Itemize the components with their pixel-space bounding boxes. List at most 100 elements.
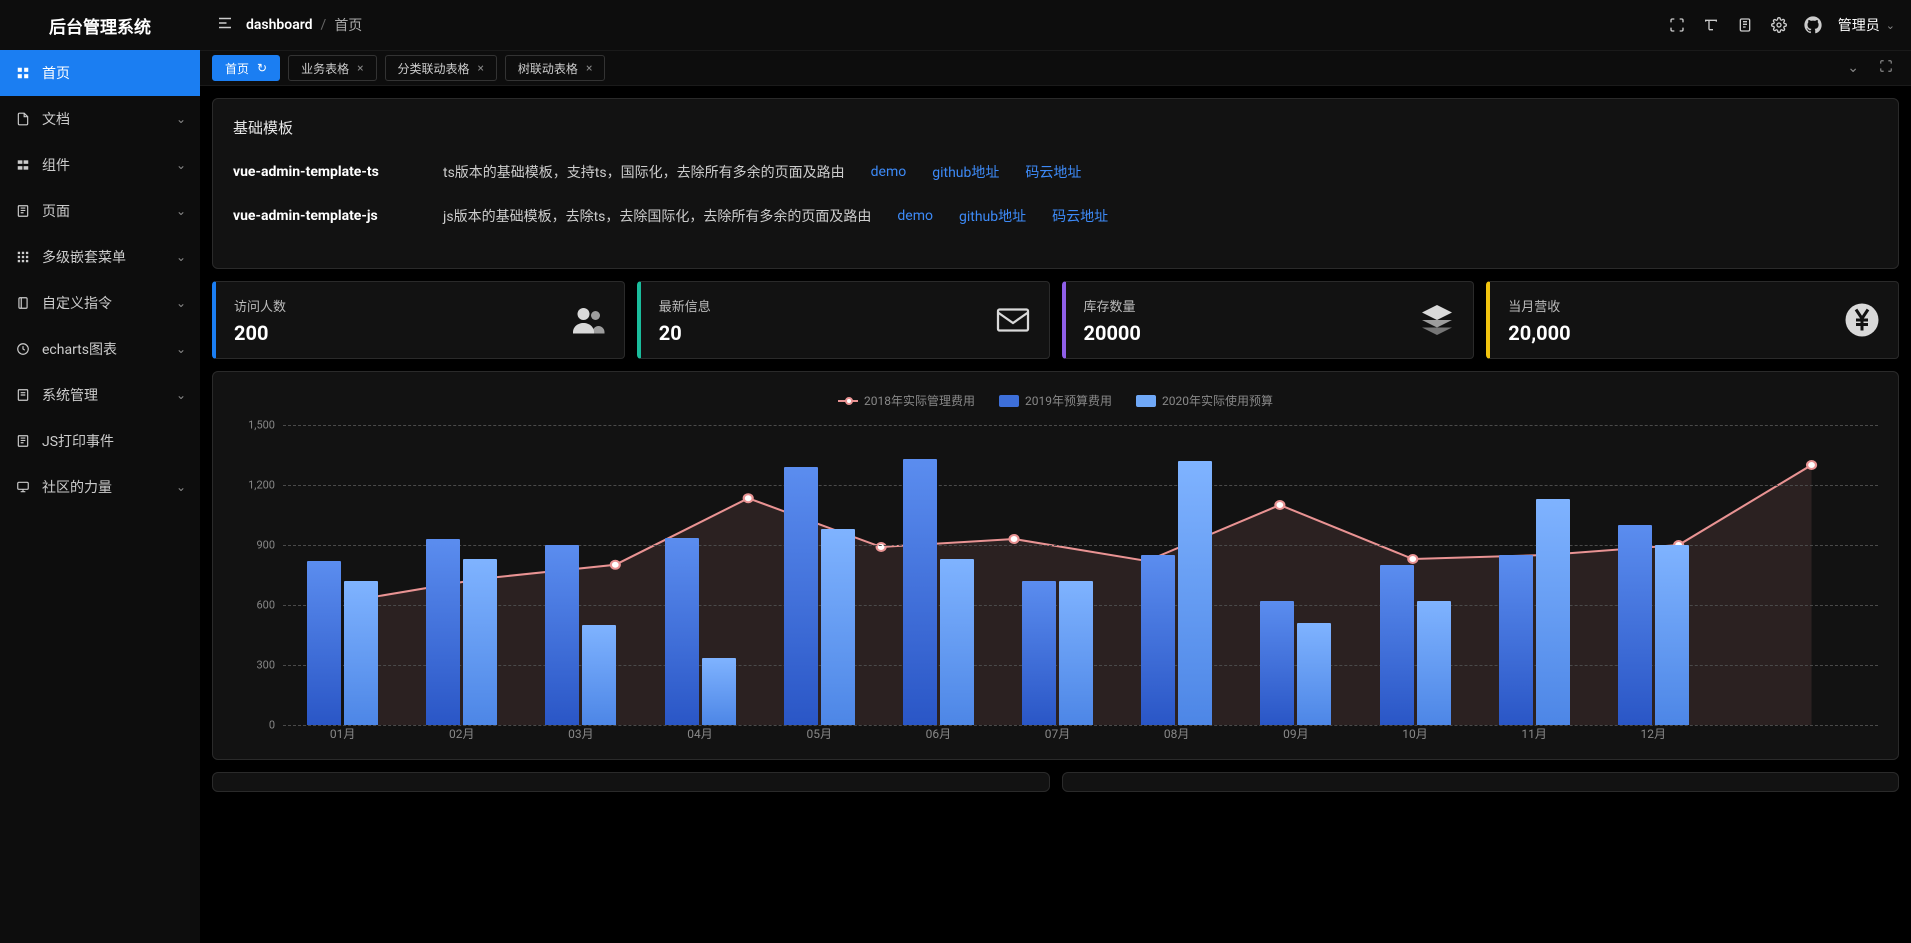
bar[interactable] bbox=[784, 467, 818, 725]
grid-line bbox=[283, 485, 1878, 486]
y-tick: 1,500 bbox=[248, 419, 275, 432]
sidebar-item-7[interactable]: 系统管理⌄ bbox=[0, 372, 200, 418]
template-link[interactable]: github地址 bbox=[932, 162, 999, 182]
legend-item[interactable]: 2020年实际使用预算 bbox=[1136, 392, 1273, 409]
bar[interactable] bbox=[1297, 623, 1331, 725]
legend-marker-line bbox=[838, 400, 858, 402]
tab-2[interactable]: 分类联动表格× bbox=[385, 55, 497, 81]
bottom-panels bbox=[212, 772, 1899, 792]
stat-value: 200 bbox=[234, 321, 286, 345]
grid-line bbox=[283, 725, 1878, 726]
tabs-dropdown-icon[interactable]: ⌄ bbox=[1841, 60, 1865, 76]
chart-point[interactable] bbox=[1010, 535, 1019, 543]
template-link[interactable]: 码云地址 bbox=[1052, 206, 1108, 226]
chart-point[interactable] bbox=[744, 494, 753, 502]
sidebar-item-2[interactable]: 组件⌄ bbox=[0, 142, 200, 188]
sidebar-item-8[interactable]: JS打印事件 bbox=[0, 418, 200, 464]
sidebar-item-5[interactable]: 自定义指令⌄ bbox=[0, 280, 200, 326]
bar[interactable] bbox=[344, 581, 378, 725]
template-link[interactable]: 码云地址 bbox=[1025, 162, 1081, 182]
content: 基础模板 vue-admin-template-tsts版本的基础模板，支持ts… bbox=[200, 86, 1911, 943]
y-tick: 0 bbox=[269, 719, 275, 732]
bar[interactable] bbox=[821, 529, 855, 725]
stat-label: 访问人数 bbox=[234, 296, 286, 315]
bar[interactable] bbox=[1536, 499, 1570, 725]
y-tick: 600 bbox=[256, 599, 275, 612]
bar[interactable] bbox=[1655, 545, 1689, 725]
template-link[interactable]: demo bbox=[897, 208, 933, 224]
bar[interactable] bbox=[1141, 555, 1175, 725]
bar[interactable] bbox=[545, 545, 579, 725]
bar-group bbox=[1618, 525, 1689, 725]
sidebar-item-6[interactable]: echarts图表⌄ bbox=[0, 326, 200, 372]
legend-item[interactable]: 2019年预算费用 bbox=[999, 392, 1112, 409]
bar[interactable] bbox=[702, 658, 736, 725]
stat-card-2[interactable]: 库存数量20000 bbox=[1062, 281, 1475, 359]
close-icon[interactable]: × bbox=[586, 61, 592, 75]
chart-point[interactable] bbox=[1275, 501, 1284, 509]
yen-icon bbox=[1844, 302, 1880, 338]
template-link[interactable]: github地址 bbox=[959, 206, 1026, 226]
chart-point[interactable] bbox=[1408, 555, 1417, 563]
sidebar-item-9[interactable]: 社区的力量⌄ bbox=[0, 464, 200, 510]
sidebar-item-label: 组件 bbox=[42, 155, 70, 175]
bar-group bbox=[665, 538, 736, 725]
refresh-icon[interactable]: ↻ bbox=[257, 61, 267, 75]
menu-toggle-icon[interactable] bbox=[216, 14, 234, 36]
sidebar-item-4[interactable]: 多级嵌套菜单⌄ bbox=[0, 234, 200, 280]
bar[interactable] bbox=[903, 459, 937, 725]
breadcrumb-separator: / bbox=[321, 17, 327, 33]
bar[interactable] bbox=[1178, 461, 1212, 725]
tab-0[interactable]: 首页↻ bbox=[212, 55, 280, 81]
template-link[interactable]: demo bbox=[871, 164, 907, 180]
bar-group bbox=[903, 459, 974, 725]
bar[interactable] bbox=[1618, 525, 1652, 725]
bar[interactable] bbox=[1022, 581, 1056, 725]
breadcrumb: dashboard / 首页 bbox=[246, 15, 362, 35]
bar[interactable] bbox=[582, 625, 616, 725]
sidebar-item-1[interactable]: 文档⌄ bbox=[0, 96, 200, 142]
bar-group bbox=[1260, 601, 1331, 725]
bar[interactable] bbox=[1260, 601, 1294, 725]
sidebar-item-3[interactable]: 页面⌄ bbox=[0, 188, 200, 234]
breadcrumb-current: 首页 bbox=[334, 15, 362, 35]
stat-card-1[interactable]: 最新信息20 bbox=[637, 281, 1050, 359]
chart-point[interactable] bbox=[1807, 461, 1816, 469]
tab-3[interactable]: 树联动表格× bbox=[505, 55, 605, 81]
sidebar-item-0[interactable]: 首页 bbox=[0, 50, 200, 96]
close-icon[interactable]: × bbox=[357, 61, 363, 75]
stat-card-0[interactable]: 访问人数 200 bbox=[212, 281, 625, 359]
docs-icon[interactable] bbox=[1736, 16, 1754, 34]
app-logo: 后台管理系统 bbox=[0, 0, 200, 50]
template-row: vue-admin-template-jsjs版本的基础模板，去除ts，去除国际… bbox=[233, 206, 1878, 226]
legend-item[interactable]: 2018年实际管理费用 bbox=[838, 392, 975, 409]
bar[interactable] bbox=[1499, 555, 1533, 725]
chevron-down-icon: ⌄ bbox=[1886, 19, 1895, 32]
bar[interactable] bbox=[426, 539, 460, 725]
chevron-down-icon: ⌄ bbox=[176, 480, 186, 494]
bar-group bbox=[1022, 581, 1093, 725]
bar[interactable] bbox=[1059, 581, 1093, 725]
breadcrumb-root[interactable]: dashboard bbox=[246, 17, 313, 33]
sidebar-item-icon bbox=[16, 296, 32, 310]
users-icon bbox=[570, 302, 606, 338]
fullscreen-icon[interactable] bbox=[1668, 16, 1686, 34]
tab-1[interactable]: 业务表格× bbox=[288, 55, 376, 81]
tabs-fullscreen-icon[interactable] bbox=[1873, 59, 1899, 77]
github-icon[interactable] bbox=[1804, 16, 1822, 34]
bar[interactable] bbox=[1380, 565, 1414, 725]
bar[interactable] bbox=[463, 559, 497, 725]
close-icon[interactable]: × bbox=[478, 61, 484, 75]
stat-card-3[interactable]: 当月营收20,000 bbox=[1486, 281, 1899, 359]
chart-card: 2018年实际管理费用2019年预算费用2020年实际使用预算 03006009… bbox=[212, 371, 1899, 760]
bar[interactable] bbox=[1417, 601, 1451, 725]
settings-icon[interactable] bbox=[1770, 16, 1788, 34]
bar[interactable] bbox=[665, 538, 699, 725]
chevron-down-icon: ⌄ bbox=[176, 112, 186, 126]
bar[interactable] bbox=[307, 561, 341, 725]
x-tick: 01月 bbox=[283, 725, 402, 749]
font-size-icon[interactable] bbox=[1702, 16, 1720, 34]
user-menu[interactable]: 管理员 ⌄ bbox=[1838, 15, 1895, 35]
bar[interactable] bbox=[940, 559, 974, 725]
x-tick: 05月 bbox=[760, 725, 879, 749]
